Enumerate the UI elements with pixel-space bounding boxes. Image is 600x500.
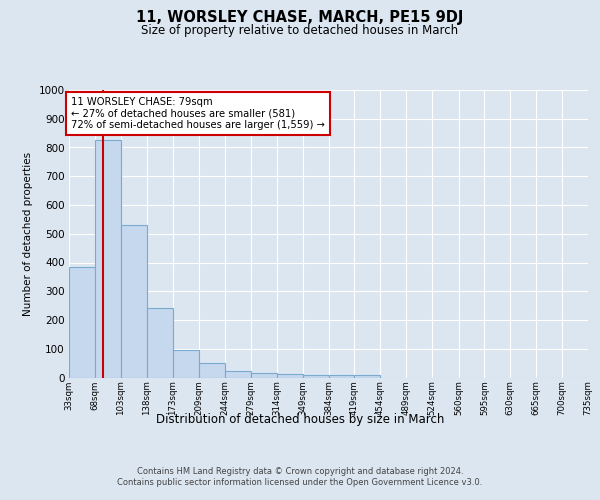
Y-axis label: Number of detached properties: Number of detached properties	[23, 152, 33, 316]
Bar	[121, 225, 146, 378]
Text: 11, WORSLEY CHASE, MARCH, PE15 9DJ: 11, WORSLEY CHASE, MARCH, PE15 9DJ	[136, 10, 464, 25]
Text: 11 WORSLEY CHASE: 79sqm
← 27% of detached houses are smaller (581)
72% of semi-d: 11 WORSLEY CHASE: 79sqm ← 27% of detache…	[71, 97, 325, 130]
Bar	[277, 374, 302, 378]
Bar	[225, 371, 251, 378]
Bar	[173, 350, 199, 378]
Bar	[251, 373, 277, 378]
Text: Size of property relative to detached houses in March: Size of property relative to detached ho…	[142, 24, 458, 37]
Bar	[146, 308, 173, 378]
Bar	[355, 375, 380, 378]
Bar	[199, 363, 225, 378]
Text: Contains HM Land Registry data © Crown copyright and database right 2024.
Contai: Contains HM Land Registry data © Crown c…	[118, 468, 482, 487]
Bar	[302, 375, 329, 378]
Text: Distribution of detached houses by size in March: Distribution of detached houses by size …	[156, 412, 444, 426]
Bar	[69, 267, 95, 378]
Bar	[95, 140, 121, 378]
Bar	[329, 375, 355, 378]
